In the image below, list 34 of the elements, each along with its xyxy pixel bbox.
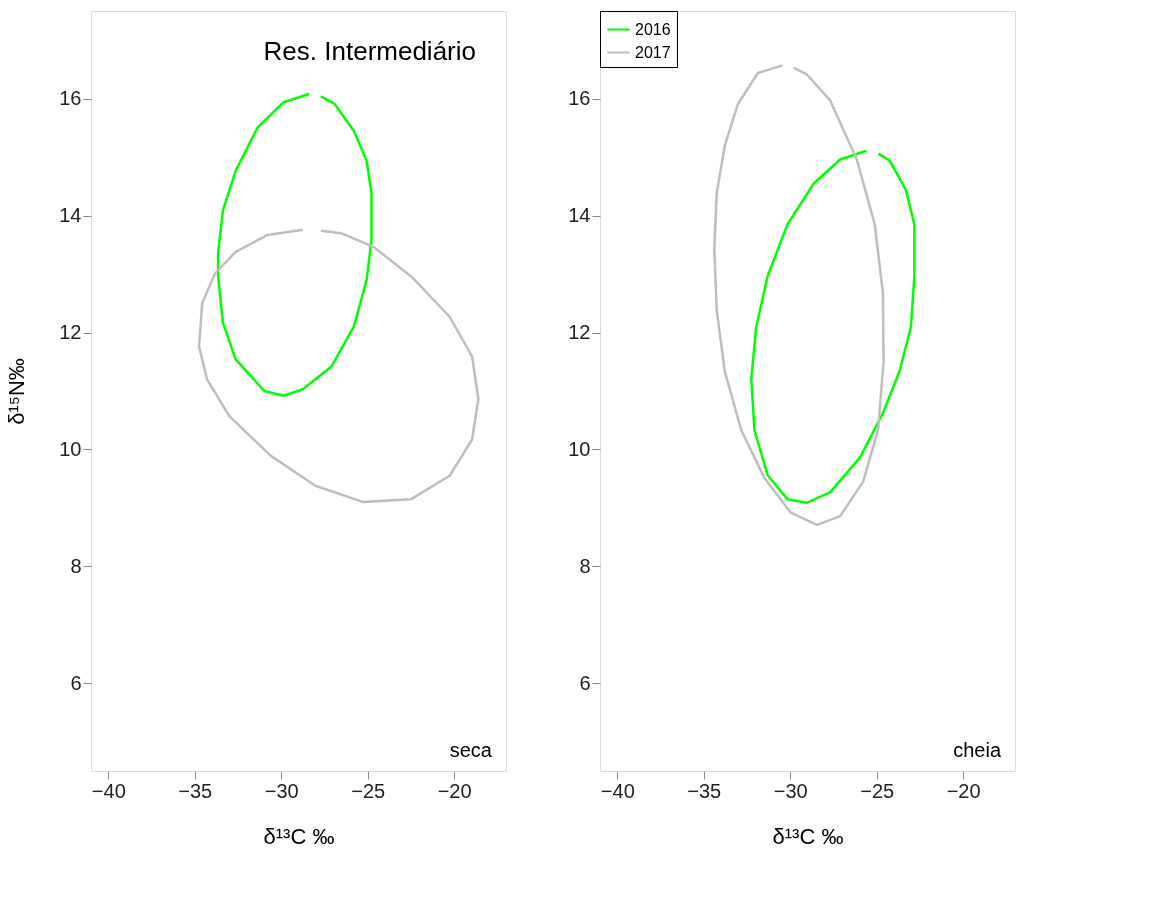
x-tick-label: −30	[264, 779, 299, 802]
legend-label: 2017	[635, 43, 671, 61]
x-axis-title: δ¹³C ‰	[263, 823, 335, 849]
y-tick-label: 16	[568, 87, 591, 110]
line-series	[197, 228, 480, 504]
y-tick-label: 12	[568, 321, 591, 344]
line-series	[713, 64, 885, 527]
legend-label: 2016	[635, 20, 671, 38]
y-tick-label: 12	[59, 321, 82, 344]
y-tick-label: 6	[579, 671, 591, 694]
x-tick-label: −35	[178, 779, 213, 802]
y-axis-title: δ¹⁵N‰	[4, 358, 30, 425]
y-tick-label: 10	[568, 437, 591, 460]
line-series	[750, 149, 916, 504]
x-tick-label: −40	[91, 779, 126, 802]
x-tick-label: −20	[437, 779, 472, 802]
y-tick-label: 6	[70, 671, 82, 694]
annotation: cheia	[953, 739, 1002, 761]
x-axis-title: δ¹³C ‰	[772, 823, 844, 849]
line-series	[216, 92, 373, 397]
x-tick-label: −35	[687, 779, 722, 802]
y-tick-label: 10	[59, 437, 82, 460]
y-tick-label: 14	[59, 204, 82, 227]
x-tick-label: −25	[860, 779, 895, 802]
text: Res. Intermediário	[263, 36, 476, 66]
y-tick-label: 16	[59, 87, 82, 110]
y-tick-label: 8	[70, 554, 82, 577]
x-tick-label: −30	[773, 779, 808, 802]
y-tick-label: 8	[579, 554, 591, 577]
x-tick-label: −20	[946, 779, 981, 802]
y-tick-label: 14	[568, 204, 591, 227]
x-tick-label: −40	[600, 779, 635, 802]
annotation: seca	[449, 739, 493, 761]
x-tick-label: −25	[351, 779, 386, 802]
